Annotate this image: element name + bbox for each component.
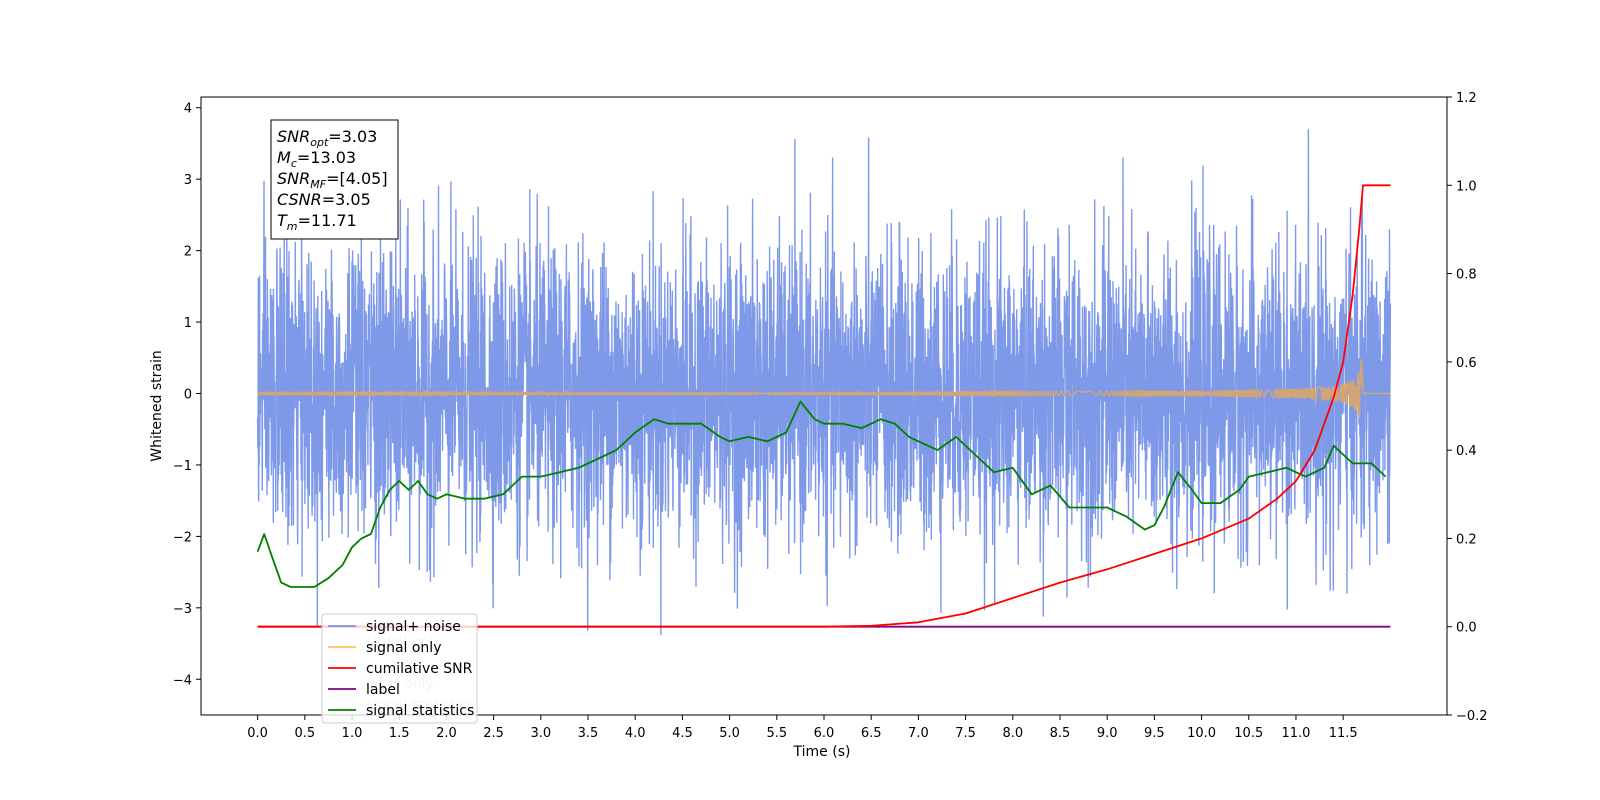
annotation-value: =11.71 xyxy=(298,211,357,230)
x-axis-label: Time (s) xyxy=(793,744,851,760)
series-signal-noise xyxy=(256,129,1392,636)
x-tick-label: 5.0 xyxy=(719,726,740,741)
annotation-symbol: CSNR xyxy=(277,190,322,209)
annotation-subscript: opt xyxy=(310,136,329,149)
x-tick-label: 11.5 xyxy=(1329,726,1358,741)
x-tick-label: 8.5 xyxy=(1050,726,1071,741)
y-tick-label: −3 xyxy=(173,602,192,617)
y-tick-label: 4 xyxy=(184,102,192,117)
legend-ghost-text: label only xyxy=(366,676,434,692)
legend-ghost-text: signal only xyxy=(366,634,441,650)
y2-tick-label: 0.0 xyxy=(1456,621,1477,636)
annotation-frame xyxy=(270,119,399,240)
signal-statistics-line xyxy=(256,400,1387,588)
y2-tick-label: 1.0 xyxy=(1456,179,1477,194)
x-tick-label: 10.0 xyxy=(1187,726,1216,741)
plot-area xyxy=(256,129,1392,636)
annotation-value: =3.03 xyxy=(328,127,377,146)
x-tick-label: 11.0 xyxy=(1281,726,1310,741)
x-tick-label: 0.0 xyxy=(247,726,268,741)
x-tick-label: 0.5 xyxy=(294,726,315,741)
x-tick-label: 2.5 xyxy=(483,726,504,741)
annotation-subscript: MF xyxy=(310,178,326,191)
y-tick-label: −2 xyxy=(173,530,192,545)
y-tick-label: 3 xyxy=(184,173,192,188)
annotation-value: =13.03 xyxy=(297,148,356,167)
x-tick-label: 10.5 xyxy=(1234,726,1263,741)
y-tick-label: −4 xyxy=(173,673,192,688)
signal-only-line xyxy=(256,359,1391,419)
annotation-line: SNRMF=[4.05] xyxy=(277,169,388,191)
annotation-line: Mc=13.03 xyxy=(277,148,356,170)
annotation-subscript: c xyxy=(291,157,297,170)
y2-tick-label: 0.6 xyxy=(1456,356,1477,371)
x-tick-label: 7.0 xyxy=(908,726,929,741)
signal-noise-line xyxy=(256,129,1392,636)
annotation-symbol: SNR xyxy=(277,127,310,146)
y-tick-label: −1 xyxy=(173,459,192,474)
legend-label: signal+ noise xyxy=(366,619,461,635)
x-tick-label: 6.0 xyxy=(814,726,835,741)
legend-label: cumilative SNR xyxy=(366,661,473,677)
y2-tick-label: 0.2 xyxy=(1456,532,1477,547)
series-signal-only xyxy=(256,359,1391,419)
annotation-value: =[4.05] xyxy=(326,169,388,188)
annotation-line: CSNR=3.05 xyxy=(277,190,371,209)
annotation-subscript: m xyxy=(287,220,298,233)
axes: 0.0 0.5 1.0 1.5 2.0 2.5 3.0 3.5 4.0 4.5 5.0 5.5 6.0 6… xyxy=(173,91,1488,741)
x-tick-label: 9.0 xyxy=(1097,726,1118,741)
legend-ghost-text: signal statistics xyxy=(366,697,474,713)
annotation-symbol: SNR xyxy=(277,169,310,188)
x-tick-label: 3.5 xyxy=(578,726,599,741)
x-tick-label: 2.0 xyxy=(436,726,457,741)
y-axis-label: Whitened strain xyxy=(149,350,165,461)
annotation-symbol: M xyxy=(277,148,291,167)
y2-tick-label: −0.2 xyxy=(1456,709,1488,724)
legend-label: signal statistics xyxy=(366,703,474,719)
legend-label: signal only xyxy=(366,640,441,656)
x-tick-label: 8.0 xyxy=(1002,726,1023,741)
legend-label: label xyxy=(366,682,400,698)
annotation-line: SNRopt=3.03 xyxy=(277,127,377,149)
x-tick-label: 5.5 xyxy=(766,726,787,741)
y-tick-label: 0 xyxy=(184,387,192,402)
legend-frame xyxy=(321,613,478,724)
annotation-line: Tm=11.71 xyxy=(277,211,357,233)
y2-tick-label: 1.2 xyxy=(1456,91,1477,106)
x-tick-label: 6.5 xyxy=(861,726,882,741)
x-tick-label: 9.5 xyxy=(1144,726,1165,741)
x-tick-label: 4.5 xyxy=(672,726,693,741)
y-tick-label: 2 xyxy=(184,245,192,260)
y2-tick-label: 0.8 xyxy=(1456,268,1477,283)
x-tick-label: 1.0 xyxy=(342,726,363,741)
x-tick-label: 7.5 xyxy=(955,726,976,741)
cumulative-snr-line xyxy=(257,184,1391,628)
stats-annotation-box: SNRopt=3.03Mc=13.03SNRMF=[4.05]CSNR=3.05… xyxy=(270,119,399,240)
x-tick-label: 4.0 xyxy=(625,726,646,741)
x-tick-label: 1.5 xyxy=(389,726,410,741)
x-tick-label: 3.0 xyxy=(530,726,551,741)
y2-tick-label: 0.4 xyxy=(1456,444,1477,459)
annotation-symbol: T xyxy=(277,211,288,230)
annotation-value: =3.05 xyxy=(322,190,371,209)
y-tick-label: 1 xyxy=(184,316,192,331)
